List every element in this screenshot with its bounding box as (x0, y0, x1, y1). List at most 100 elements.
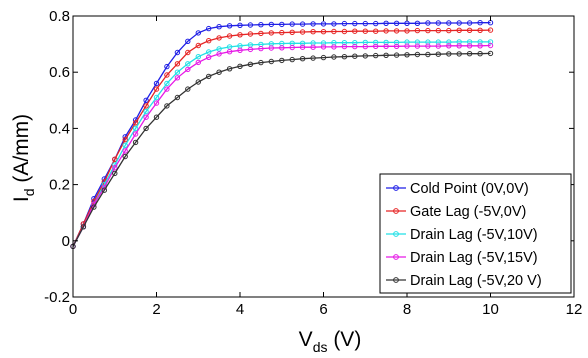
data-point (216, 35, 222, 41)
data-point (456, 20, 462, 26)
legend-label: Drain Lag (-5V,20 V) (410, 273, 542, 289)
x-tick-label: 0 (69, 301, 77, 318)
data-point (279, 45, 285, 51)
data-point (341, 28, 348, 35)
series-1 (70, 20, 494, 250)
legend-marker (393, 254, 399, 260)
x-tick-label: 4 (236, 301, 244, 318)
data-point (425, 27, 431, 34)
y-axis-label-unit: (A/mm) (10, 114, 33, 189)
data-point (237, 32, 243, 38)
data-point (456, 39, 462, 45)
data-point (153, 100, 160, 106)
legend-marker (393, 185, 399, 191)
data-point (185, 66, 191, 73)
legend-label: Gate Lag (-5V,0V) (410, 204, 526, 220)
data-point (477, 20, 483, 26)
y-axis-label-sub: d (21, 189, 37, 197)
data-point (341, 43, 348, 50)
data-point (341, 20, 348, 27)
data-point (466, 51, 473, 57)
data-point (237, 63, 243, 70)
data-point (331, 28, 337, 35)
x-tick-label: 2 (152, 301, 160, 318)
series-2 (70, 27, 494, 250)
data-point (289, 21, 295, 27)
data-point (289, 56, 295, 63)
data-point (112, 165, 118, 171)
data-point (174, 49, 181, 56)
data-point (226, 66, 233, 72)
y-tick-label: 0.6 (49, 64, 70, 81)
data-point (383, 52, 389, 58)
data-point (435, 51, 441, 57)
data-point (226, 23, 233, 29)
data-point (393, 43, 400, 49)
axis-labels: Vds (V) Id (A/mm) (10, 114, 361, 355)
data-point (414, 27, 421, 34)
legend-marker (393, 208, 399, 214)
data-point (268, 30, 274, 36)
data-point (216, 24, 222, 30)
data-point (310, 44, 316, 50)
data-point (373, 43, 379, 49)
data-point (164, 80, 170, 87)
data-point (393, 52, 400, 58)
data-point (195, 42, 202, 49)
data-point (143, 125, 149, 132)
data-point (466, 27, 473, 33)
data-point (352, 53, 358, 59)
data-point (487, 27, 494, 33)
x-axis-label: Vds (V) (299, 328, 362, 355)
x-tick-label: 6 (319, 301, 327, 318)
y-tick-label: -0.2 (44, 289, 70, 306)
data-point (279, 21, 285, 28)
data-point (143, 108, 149, 115)
data-point (446, 20, 452, 26)
data-point (404, 52, 410, 58)
data-point (80, 224, 87, 230)
data-point (477, 43, 483, 49)
data-point (206, 25, 212, 32)
data-point (279, 57, 285, 64)
legend-entry: Gate Lag (-5V,0V) (386, 204, 526, 220)
legend-box (379, 173, 572, 294)
data-point (320, 54, 327, 61)
data-point (362, 20, 368, 27)
data-point (299, 56, 306, 62)
data-point (268, 45, 274, 51)
data-point (122, 153, 128, 160)
data-point (195, 30, 202, 36)
data-point (247, 31, 254, 37)
data-point (352, 28, 358, 34)
data-point (456, 27, 462, 33)
data-point (132, 120, 139, 126)
data-point (122, 136, 128, 143)
series-line (72, 29, 491, 247)
data-point (477, 51, 483, 57)
data-point (320, 21, 327, 27)
axes: 0 2 4 6 8 10 12-0.200.20.40.60.8 (44, 8, 582, 318)
data-point (477, 27, 483, 33)
legend-label: Drain Lag (-5V,10V) (410, 227, 538, 243)
data-point (341, 54, 348, 60)
legend-label: Drain Lag (-5V,15V) (410, 250, 538, 266)
data-point (362, 28, 368, 34)
data-point (373, 52, 379, 59)
data-point (143, 103, 149, 109)
legend-entry: Drain Lag (-5V,10V) (386, 227, 538, 243)
series-3 (70, 39, 494, 250)
data-point (132, 125, 139, 132)
y-tick-label: 0.4 (49, 120, 70, 137)
data-point (289, 29, 295, 35)
legend-entry: Drain Lag (-5V,20 V) (386, 273, 542, 289)
data-point (185, 61, 191, 67)
data-point (393, 39, 400, 46)
data-point (299, 21, 306, 27)
data-point (174, 94, 181, 101)
data-point (425, 51, 431, 58)
data-point (153, 94, 160, 101)
legend-marker (393, 231, 399, 237)
data-point (258, 45, 264, 52)
